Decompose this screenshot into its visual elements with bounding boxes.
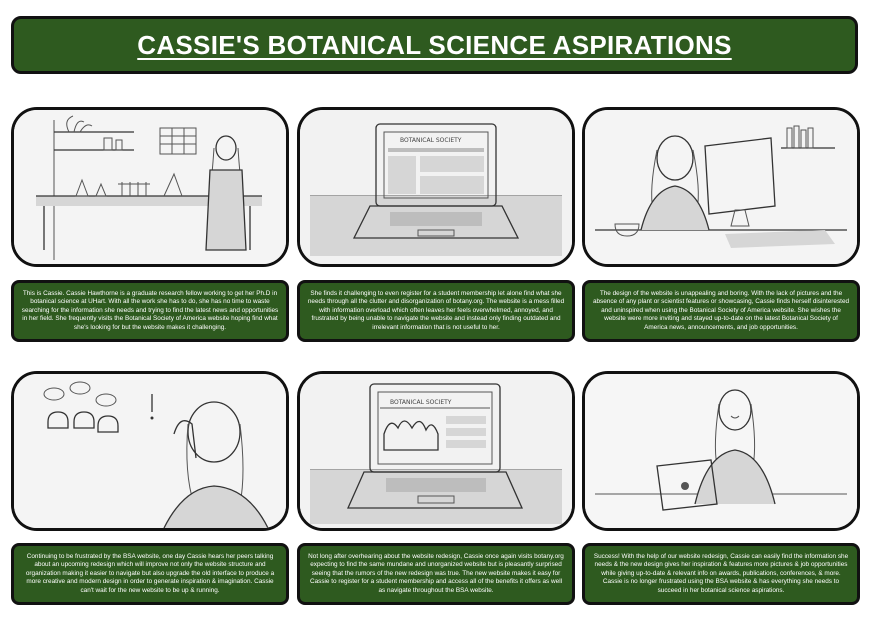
storyboard-panel-2: BOTANICAL SOCIETY	[297, 107, 575, 267]
storyboard-panel-6	[582, 371, 860, 531]
panel-4-caption-text: Continuing to be frustrated by the BSA w…	[25, 552, 275, 594]
title-banner: CASSIE'S BOTANICAL SCIENCE ASPIRATIONS	[11, 16, 858, 74]
panel-6-caption-text: Success! With the help of our website re…	[593, 552, 849, 594]
panel-1-caption: This is Cassie. Cassie Hawthorne is a gr…	[11, 280, 289, 342]
bored-at-computer-sketch	[585, 110, 857, 264]
overhearing-peers-sketch	[14, 374, 286, 528]
happy-with-laptop-sketch	[585, 374, 857, 528]
panel-5-caption-text: Not long after overhearing about the web…	[308, 552, 564, 594]
panel-1-caption-text: This is Cassie. Cassie Hawthorne is a gr…	[21, 289, 279, 331]
storyboard-panel-1	[11, 107, 289, 267]
new-site-header: BOTANICAL SOCIETY	[390, 399, 452, 406]
panel-5-caption: Not long after overhearing about the web…	[297, 543, 575, 605]
panel-2-caption: She finds it challenging to even registe…	[297, 280, 575, 342]
storyboard-panel-5: BOTANICAL SOCIETY	[297, 371, 575, 531]
panel-2-caption-text: She finds it challenging to even registe…	[307, 289, 565, 331]
page-title: CASSIE'S BOTANICAL SCIENCE ASPIRATIONS	[137, 29, 732, 60]
panel-3-caption: The design of the website is unappealing…	[582, 280, 860, 342]
storyboard-panel-3	[582, 107, 860, 267]
panel-3-caption-text: The design of the website is unappealing…	[592, 289, 850, 331]
lab-scene-sketch	[14, 110, 286, 264]
laptop-new-site-sketch: BOTANICAL SOCIETY	[300, 374, 572, 528]
panel-4-caption: Continuing to be frustrated by the BSA w…	[11, 543, 289, 605]
panel-6-caption: Success! With the help of our website re…	[582, 543, 860, 605]
laptop-old-site-sketch: BOTANICAL SOCIETY	[300, 110, 572, 264]
storyboard-panel-4	[11, 371, 289, 531]
old-site-header: BOTANICAL SOCIETY	[400, 137, 462, 144]
